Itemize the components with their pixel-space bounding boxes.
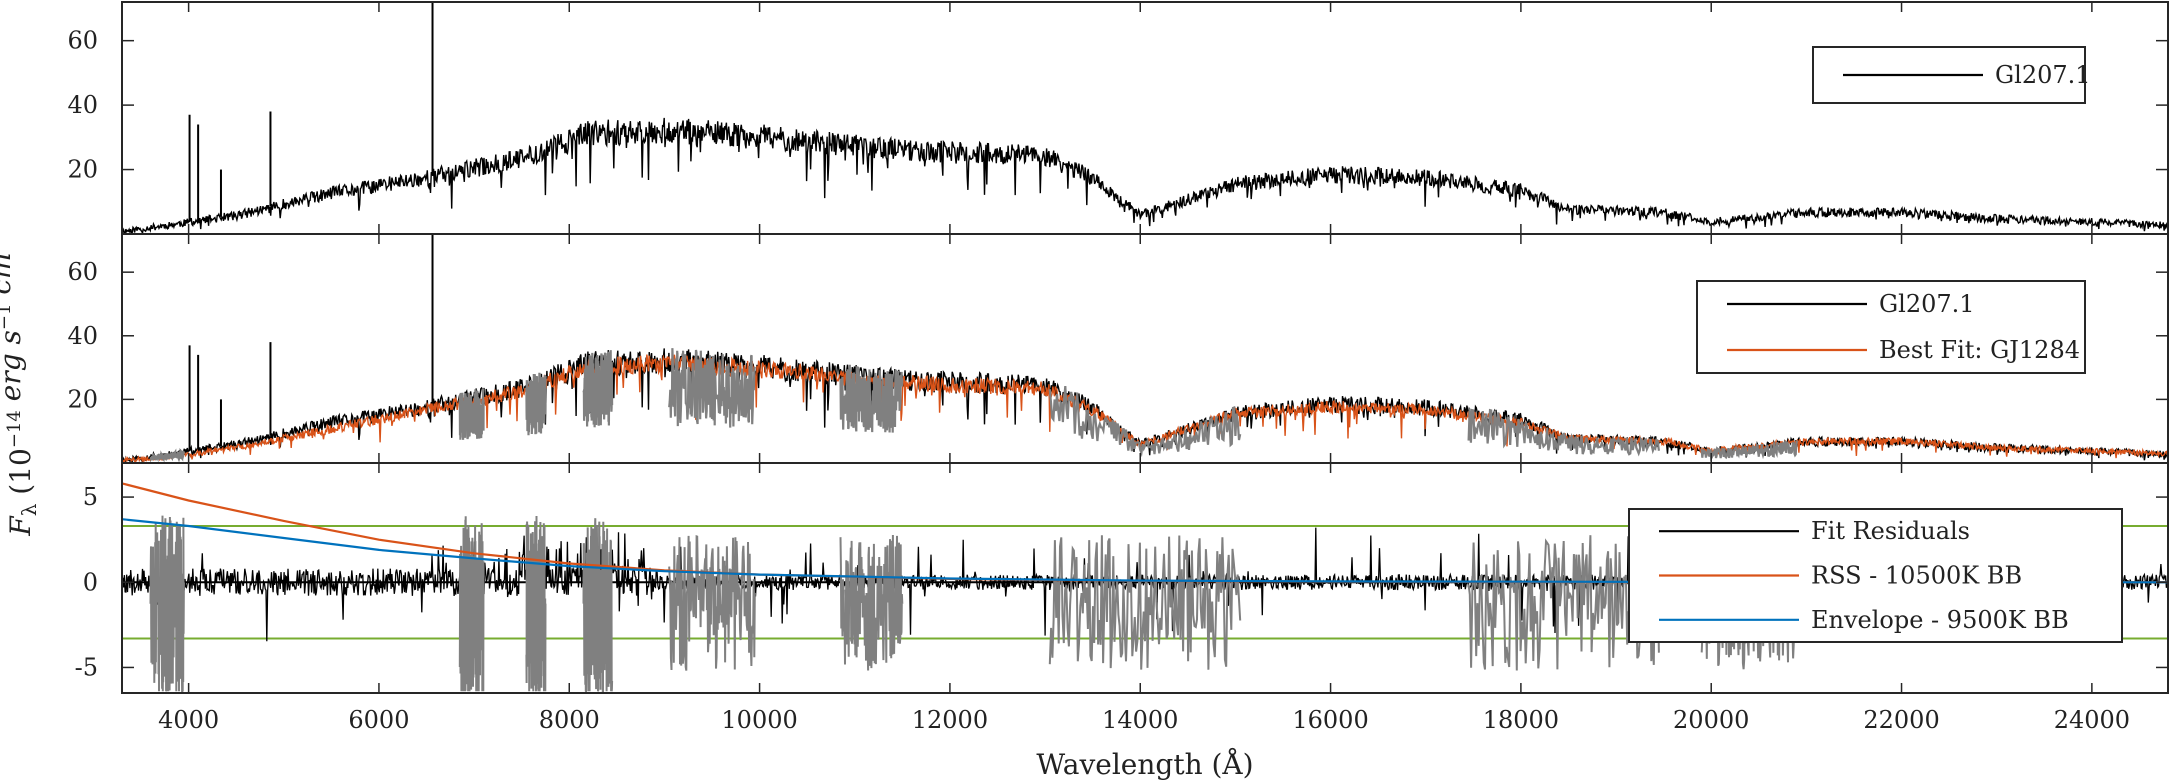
panel-fit-plot-area [122,234,2168,463]
panel-spectrum: 20 40 60 Gl207.1 [67,1,2169,235]
series-spectrum-0 [122,117,2168,234]
masked-band-fit-5 [839,364,904,433]
y-tick-label-residuals-2: -5 [75,653,98,681]
panels-layer: 20 40 60 Gl207.1 20 40 60 Gl207.1 Best Fit: GJ12… [67,1,2169,694]
series-envelope-bb [122,518,2168,584]
y-tick-label-fit-0: 20 [67,385,98,413]
legend-spectrum: Gl207.1 [1812,46,2091,104]
legend-label-residuals-0: Fit Residuals [1811,517,1970,545]
y-axis-label: Fλ (10−14 erg s−1 cm−2 Å−1) [0,159,41,536]
y-tick-label-fit-2: 60 [67,258,98,286]
panel-residuals: 5 0 -5 Fit Residuals RSS - 10500K BB Envelope… [75,462,2169,694]
x-axis-label: Wavelength (Å) [1036,748,1253,781]
y-tick-label-residuals-1: 0 [83,568,98,596]
y-tick-label-spectrum-1: 40 [67,91,98,119]
masked-band-residuals-0 [149,515,185,693]
legend-label-fit-0: Gl207.1 [1879,290,1975,318]
legend-label-residuals-2: Envelope - 9500K BB [1811,606,2069,634]
x-tick-label-3: 10000 [721,706,797,734]
x-tick-label-9: 22000 [1863,706,1939,734]
masked-band-fit-3 [582,350,614,428]
x-tick-label-8: 20000 [1673,706,1749,734]
masked-band-fit-7 [1467,408,1660,457]
panel-residuals-frame [121,462,2169,694]
masked-band-fit-0 [149,447,185,463]
masked-band-residuals-3 [582,518,614,693]
masked-band-fit-4 [668,348,756,428]
panel-spectrum-plot-area [122,2,2168,234]
x-tick-label-4: 12000 [912,706,988,734]
masked-band-residuals-5 [839,534,904,671]
masked-band-fit-2 [525,372,547,436]
panel-spectrum-frame [121,1,2169,235]
x-tick-label-5: 14000 [1102,706,1178,734]
masked-band-residuals-4 [668,535,756,671]
masked-band-fit-1 [458,388,485,440]
y-tick-label-spectrum-2: 60 [67,27,98,55]
x-tick-label-2: 8000 [539,706,600,734]
legend-label-spectrum-0: Gl207.1 [1995,61,2091,89]
masked-band-fit-8 [1700,440,1798,462]
y-tick-label-fit-1: 40 [67,322,98,350]
x-tick-label-6: 16000 [1292,706,1368,734]
panel-fit: 20 40 60 Gl207.1 Best Fit: GJ1284 [67,233,2169,464]
x-tick-label-1: 6000 [348,706,409,734]
legend-fit: Gl207.1 Best Fit: GJ1284 [1696,280,2086,374]
legend-residuals: Fit Residuals RSS - 10500K BB Envelope - 9… [1628,508,2123,643]
y-tick-label-spectrum-0: 20 [67,156,98,184]
x-tick-label-0: 4000 [158,706,219,734]
masked-band-fit-6 [1048,386,1242,458]
x-tick-label-7: 18000 [1483,706,1559,734]
masked-band-residuals-6 [1048,535,1242,670]
masked-band-residuals-7 [1467,535,1660,671]
legend-label-residuals-1: RSS - 10500K BB [1811,562,2022,590]
legend-label-fit-1: Best Fit: GJ1284 [1879,336,2080,364]
legend-box-fit [1696,280,2086,374]
y-tick-label-residuals-0: 5 [83,483,98,511]
masked-band-residuals-1 [458,516,485,692]
x-tick-label-10: 24000 [2054,706,2130,734]
shared-x-axis: 4000 6000 8000 10000 12000 14000 16000 18000 200… [158,2,2130,734]
masked-band-residuals-2 [525,515,547,692]
